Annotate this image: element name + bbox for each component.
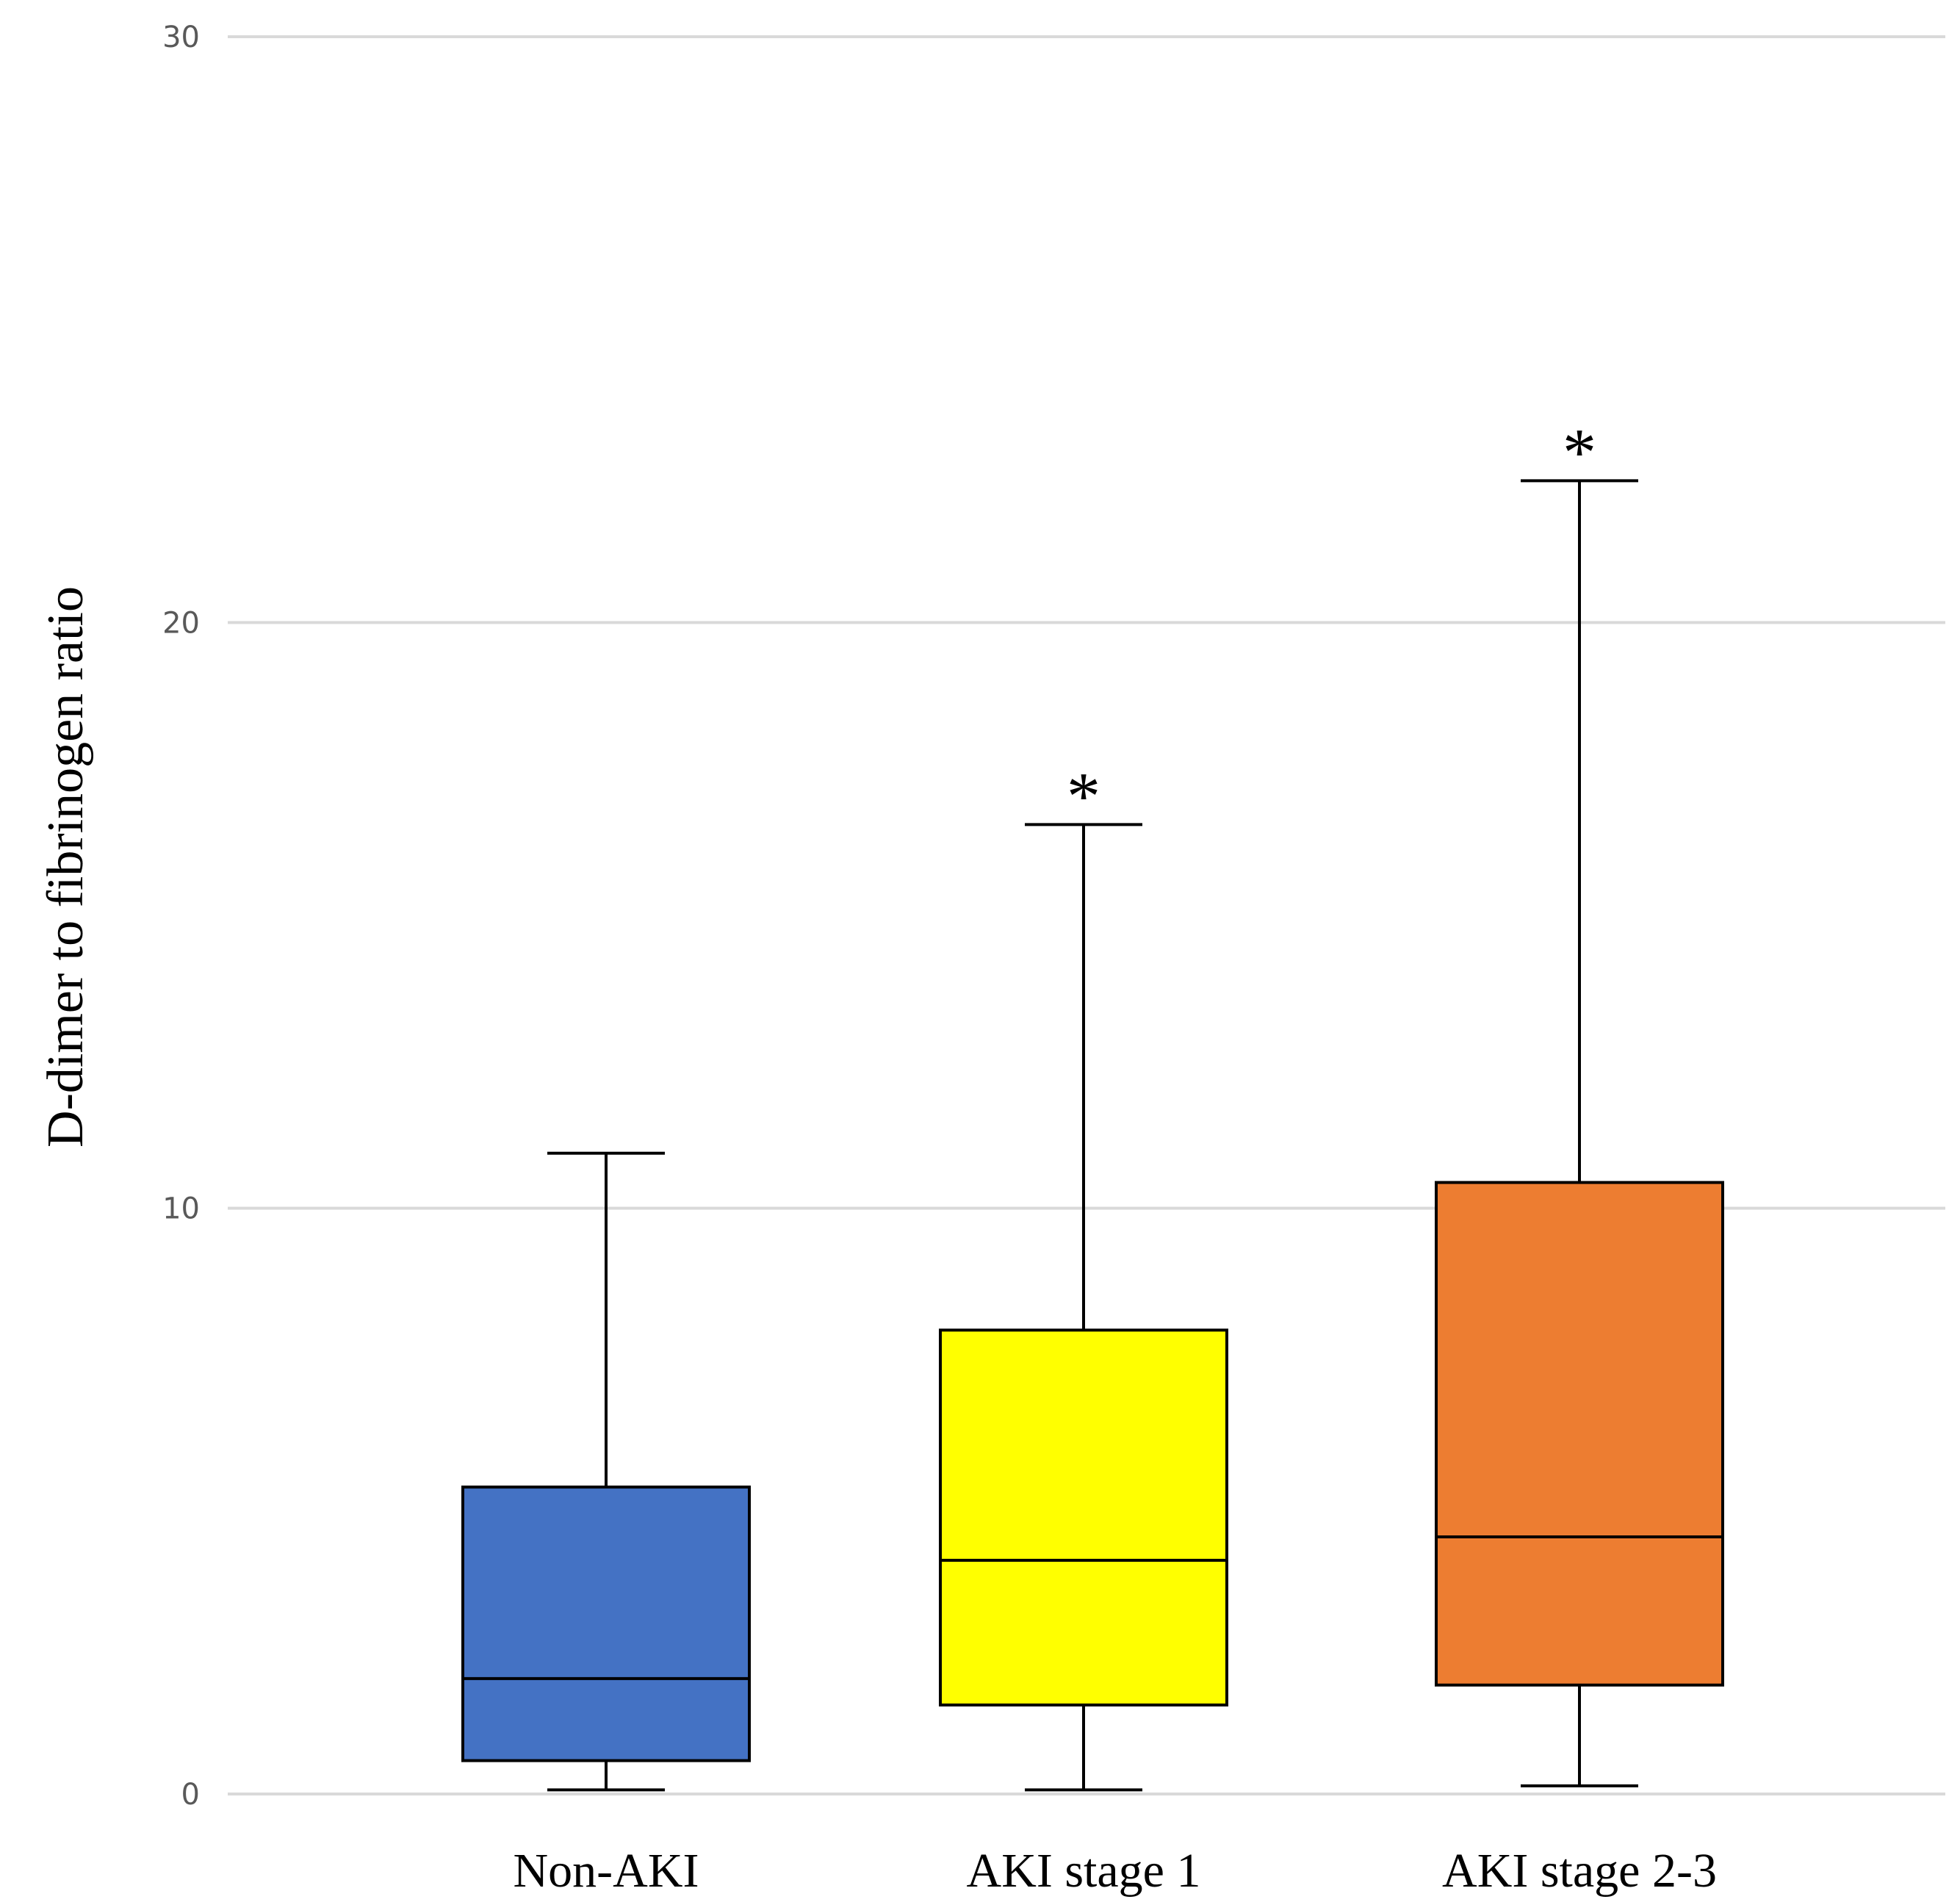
y-tick-label-0: 0: [181, 1778, 200, 1812]
box-non-aki: [461, 1151, 751, 1792]
iqr-box: [939, 1328, 1228, 1707]
iqr-box: [461, 1485, 751, 1762]
significance-marker: *: [1067, 758, 1100, 833]
box-aki-stage-1: *: [939, 758, 1228, 1792]
y-axis-label: D-dimer to fibrinogen ratio: [37, 586, 94, 1148]
significance-marker: *: [1563, 414, 1596, 489]
x-category-labels: Non-AKI AKI stage 1 AKI stage 2-3: [514, 1844, 1717, 1898]
y-tick-label-20: 20: [162, 606, 200, 640]
x-label-aki-stage-1: AKI stage 1: [967, 1844, 1201, 1898]
iqr-box: [1435, 1181, 1724, 1687]
y-tick-label-10: 10: [162, 1192, 200, 1226]
boxes: **: [461, 414, 1724, 1792]
y-tick-label-30: 30: [162, 21, 200, 54]
box-aki-stage-2-3: *: [1435, 414, 1724, 1787]
y-tick-labels: 0 10 20 30: [162, 21, 200, 1812]
x-label-non-aki: Non-AKI: [514, 1844, 699, 1898]
x-label-aki-stage-2-3: AKI stage 2-3: [1442, 1844, 1717, 1898]
